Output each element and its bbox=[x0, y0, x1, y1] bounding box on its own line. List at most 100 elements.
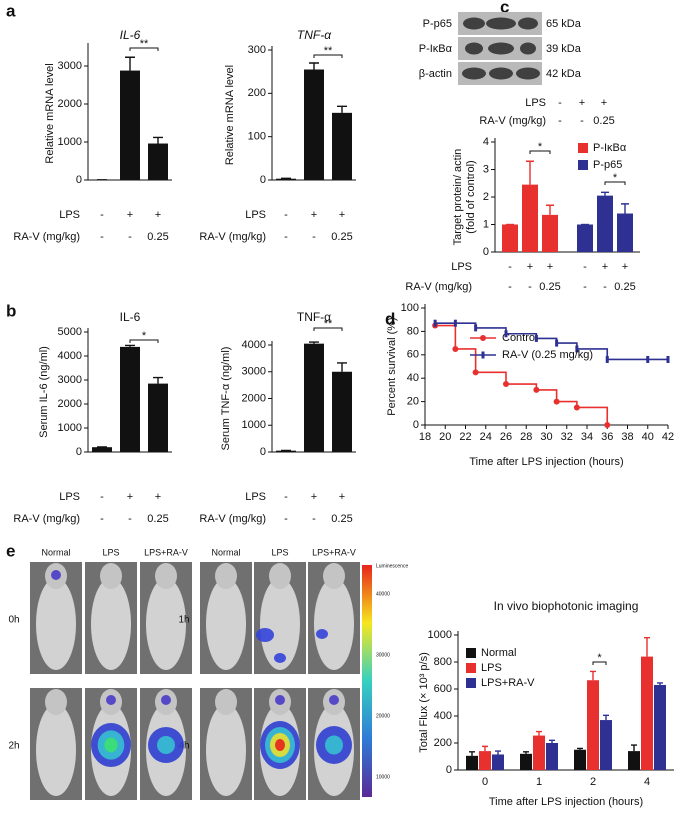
bar bbox=[304, 343, 324, 452]
luminescence bbox=[316, 629, 328, 639]
condition-value: - bbox=[284, 231, 288, 243]
error-bar bbox=[125, 344, 135, 347]
error-bar bbox=[309, 341, 319, 344]
panel-letter: b bbox=[6, 301, 16, 320]
y-tick-label: 200 bbox=[248, 87, 266, 99]
blot-label: P-IκBα bbox=[419, 43, 453, 55]
error-bar bbox=[469, 751, 475, 756]
error-bar bbox=[153, 136, 163, 144]
error-bar bbox=[644, 637, 650, 657]
bar bbox=[148, 143, 168, 180]
condition-label: LPS bbox=[59, 491, 80, 503]
marker bbox=[480, 335, 486, 341]
blot-band bbox=[520, 42, 536, 55]
condition-value: - bbox=[284, 491, 288, 503]
bar bbox=[492, 754, 504, 770]
bar bbox=[479, 751, 491, 770]
y-tick-label: 0 bbox=[483, 246, 489, 258]
panel-letter: c bbox=[500, 0, 509, 16]
condition-label: LPS bbox=[245, 209, 266, 221]
condition-value: + bbox=[527, 261, 533, 273]
condition-label: RA-V (mg/kg) bbox=[13, 231, 80, 243]
colorbar-tick: 10000 bbox=[376, 774, 390, 780]
panel-letter: d bbox=[385, 309, 395, 328]
condition-label: RA-V (mg/kg) bbox=[479, 115, 546, 127]
blot-band bbox=[489, 67, 513, 80]
condition-value: - bbox=[128, 231, 132, 243]
condition-value: - bbox=[528, 281, 532, 293]
condition-value: - bbox=[558, 97, 562, 109]
condition-value: + bbox=[127, 491, 133, 503]
y-tick-label: 1000 bbox=[58, 422, 82, 434]
x-tick-label: 42 bbox=[662, 431, 674, 443]
luminescence bbox=[106, 695, 116, 705]
condition-label: LPS bbox=[451, 261, 472, 273]
error-bar bbox=[495, 750, 501, 755]
bar bbox=[120, 346, 140, 452]
bar bbox=[542, 214, 558, 252]
condition-value: - bbox=[558, 115, 562, 127]
y-tick-label: 0 bbox=[260, 174, 266, 186]
bar bbox=[600, 720, 612, 770]
y-tick-label: 3000 bbox=[242, 366, 266, 378]
legend-swatch bbox=[466, 678, 476, 688]
error-bar bbox=[603, 714, 609, 721]
y-tick-label: 60 bbox=[407, 349, 419, 361]
y-tick-label: 2000 bbox=[58, 98, 82, 110]
column-label: LPS+RA-V bbox=[312, 547, 356, 557]
bar bbox=[617, 213, 633, 252]
error-bar bbox=[546, 204, 554, 215]
x-tick-label: 22 bbox=[459, 431, 471, 443]
significance-bracket bbox=[313, 327, 343, 331]
mouse-head bbox=[323, 563, 345, 589]
condition-value: + bbox=[602, 261, 608, 273]
condition-value: - bbox=[312, 231, 316, 243]
bar bbox=[641, 656, 653, 770]
legend-label: LPS+RA-V bbox=[481, 677, 535, 689]
condition-value: - bbox=[100, 231, 104, 243]
legend-label: P-p65 bbox=[593, 159, 622, 171]
y-tick-label: 800 bbox=[434, 656, 452, 668]
bar bbox=[533, 735, 545, 770]
legend-label: Control bbox=[502, 332, 537, 344]
error-bar bbox=[601, 191, 609, 196]
blot-band bbox=[516, 67, 540, 80]
bar bbox=[332, 112, 352, 180]
marker bbox=[605, 355, 609, 363]
x-tick-label: 20 bbox=[439, 431, 451, 443]
y-axis-label: Percent survival (%) bbox=[386, 317, 398, 415]
column-label: Normal bbox=[211, 547, 240, 557]
y-tick-label: 3000 bbox=[58, 60, 82, 72]
y-tick-label: 80 bbox=[407, 325, 419, 337]
bar bbox=[574, 749, 586, 770]
marker bbox=[555, 339, 559, 347]
condition-value: - bbox=[508, 261, 512, 273]
colorbar-tick: 40000 bbox=[376, 591, 390, 597]
significance-label: * bbox=[613, 172, 618, 184]
error-bar bbox=[657, 682, 663, 685]
condition-label: LPS bbox=[245, 491, 266, 503]
mouse-body bbox=[91, 578, 131, 670]
condition-value: - bbox=[284, 209, 288, 221]
significance-label: * bbox=[538, 141, 543, 153]
y-tick-label: 4 bbox=[483, 136, 489, 148]
legend-swatch bbox=[466, 648, 476, 658]
mouse-body bbox=[314, 578, 354, 670]
mouse-body bbox=[206, 578, 246, 670]
blot-label: P-p65 bbox=[423, 18, 452, 30]
chart-title: TNF-α bbox=[297, 310, 331, 324]
y-tick-label: 100 bbox=[248, 131, 266, 143]
column-label: LPS+RA-V bbox=[144, 547, 188, 557]
luminescence bbox=[275, 739, 285, 751]
error-bar bbox=[337, 362, 347, 372]
y-axis-label: Serum IL-6 (ng/ml) bbox=[38, 346, 50, 438]
y-axis-label: (fold of control) bbox=[465, 160, 477, 233]
blot-band bbox=[486, 17, 516, 30]
row-label: 4h bbox=[178, 741, 189, 752]
condition-value: + bbox=[339, 209, 345, 221]
y-axis-label: Relative mRNA level bbox=[224, 65, 236, 165]
condition-value: 0.25 bbox=[331, 231, 352, 243]
x-axis-label: Time after LPS injection (hours) bbox=[469, 456, 623, 468]
condition-value: 0.25 bbox=[147, 231, 168, 243]
error-bar bbox=[523, 751, 529, 754]
